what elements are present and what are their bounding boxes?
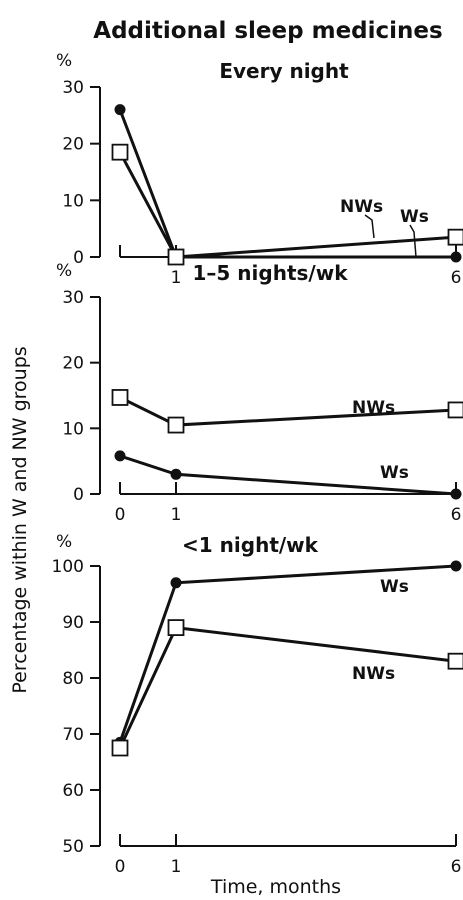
point-nws: [167, 619, 185, 636]
series-label-ws: Ws: [380, 577, 409, 597]
x-tick-label: 6: [451, 505, 462, 525]
x-axis-label: Time, months: [210, 876, 341, 898]
chart-panel-2: 1–5 nights/wk% 0 10 20 30 0 1 6 NWs Ws: [56, 261, 463, 525]
y-tick-label: 0: [73, 485, 84, 505]
x-tick-label: 6: [451, 857, 462, 877]
panel-title: Every night: [219, 59, 349, 83]
y-tick-label: 100: [52, 557, 84, 577]
y-tick-label: 10: [62, 419, 84, 439]
y-tick-label: 30: [62, 78, 84, 98]
point-nws: [447, 228, 463, 246]
series-line-ws: [118, 109, 456, 259]
ws-leader-line: [409, 224, 417, 258]
y-unit-label: %: [56, 51, 72, 71]
point-nws: [447, 401, 463, 419]
y-tick-label: 0: [73, 248, 84, 268]
y-tick-label: 90: [62, 613, 84, 633]
y-tick-label: 70: [62, 725, 84, 745]
chart-panel-3: <1 night/wk% 50 60 70 80 90 100 0 1 6 Ws NWs: [52, 532, 463, 877]
y-tick-label: 10: [62, 191, 84, 211]
y-tick-label: 60: [62, 781, 84, 801]
point-ws: [114, 104, 126, 116]
x-tick-label: 1: [171, 268, 182, 288]
point-nws: [111, 143, 129, 161]
panel-title: <1 night/wk: [182, 533, 319, 557]
x-tick-label: 1: [171, 857, 182, 877]
x-tick-label: 1: [171, 505, 182, 525]
series-label-ws: Ws: [380, 463, 409, 483]
series-label-ws: Ws: [400, 207, 429, 227]
point-nws: [167, 416, 185, 434]
figure-title: Additional sleep medicines: [93, 18, 442, 44]
series-label-nws: NWs: [352, 664, 395, 684]
y-axis-label: Percentage within W and NW groups: [9, 346, 31, 693]
y-unit-label: %: [56, 261, 72, 281]
series-label-nws: NWs: [352, 398, 395, 418]
point-ws: [450, 251, 462, 263]
point-ws: [170, 577, 182, 589]
panel-title: 1–5 nights/wk: [193, 261, 349, 285]
point-ws: [170, 468, 182, 480]
point-nws: [111, 389, 129, 406]
y-tick-label: 50: [62, 837, 84, 857]
y-unit-label: %: [56, 532, 72, 552]
x-tick-label: 6: [451, 268, 462, 288]
x-tick-label: 0: [115, 857, 126, 877]
point-ws: [114, 450, 126, 462]
point-nws: [167, 248, 185, 266]
point-ws: [450, 560, 462, 572]
point-ws: [450, 488, 462, 500]
x-tick-label: 0: [115, 505, 126, 525]
point-nws: [111, 739, 129, 757]
y-tick-label: 20: [62, 354, 84, 374]
y-tick-label: 80: [62, 669, 84, 689]
y-tick-label: 30: [62, 288, 84, 308]
series-line-nws: [118, 625, 457, 749]
nws-leader-line: [364, 214, 375, 239]
series-label-nws: NWs: [340, 197, 383, 217]
point-nws: [447, 652, 463, 670]
y-tick-label: 20: [62, 135, 84, 155]
